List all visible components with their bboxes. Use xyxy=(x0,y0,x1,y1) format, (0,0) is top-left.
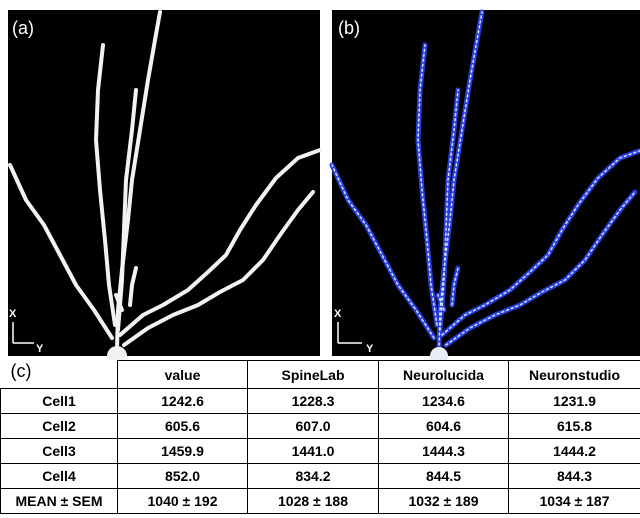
table-cell: 615.8 xyxy=(508,413,640,439)
column-header: SpineLab xyxy=(247,360,379,389)
column-header: Neurolucida xyxy=(378,360,509,389)
neuron-reconstruction xyxy=(332,12,640,360)
axis-glyph xyxy=(12,322,34,344)
panel-label: (b) xyxy=(338,18,360,38)
panels: (a) X Y (b) X Y xyxy=(8,0,640,360)
table-cell: 852.0 xyxy=(117,463,248,489)
panel-a xyxy=(8,10,320,356)
axis-glyph xyxy=(337,322,362,344)
axis-x-label: X xyxy=(9,308,17,320)
row-header: MEAN ± SEM xyxy=(0,488,118,514)
table-row: Cell1 1242.6 1228.3 1234.6 1231.9 xyxy=(0,388,640,414)
table-cell: 1234.6 xyxy=(378,388,509,414)
table-cell: 844.3 xyxy=(508,463,640,489)
table-cell: 1242.6 xyxy=(117,388,248,414)
panel-b xyxy=(332,10,640,356)
neuron-trace xyxy=(8,10,322,360)
table-cell: 605.6 xyxy=(117,413,248,439)
table-cell: 604.6 xyxy=(378,413,509,439)
column-header: Neuronstudio xyxy=(508,360,640,389)
axis-y-label: Y xyxy=(36,343,44,355)
row-header: Cell3 xyxy=(0,438,118,464)
table-cell: 1231.9 xyxy=(508,388,640,414)
table-cell: 844.5 xyxy=(378,463,509,489)
table-cell: 1444.3 xyxy=(378,438,509,464)
table-row: MEAN ± SEM 1040 ± 192 1028 ± 188 1032 ± 189… xyxy=(0,488,640,514)
axis-x-label: X xyxy=(334,308,342,320)
table-cell: 1034 ± 187 xyxy=(508,488,640,514)
table-cell: 1228.3 xyxy=(247,388,379,414)
header-row: (c) value SpineLab Neurolucida Neuronstudio xyxy=(0,360,640,389)
table-cell: 1441.0 xyxy=(247,438,379,464)
axis-y-label: Y xyxy=(366,343,374,355)
column-header: value xyxy=(117,360,248,389)
table-row: Cell2 605.6 607.0 604.6 615.8 xyxy=(0,413,640,439)
table-cell: 1444.2 xyxy=(508,438,640,464)
row-header: Cell1 xyxy=(0,388,118,414)
table-cell: 1028 ± 188 xyxy=(247,488,379,514)
table-cell: 1459.9 xyxy=(117,438,248,464)
table-row: Cell4 852.0 834.2 844.5 844.3 xyxy=(0,463,640,489)
panel-label: (c) xyxy=(0,360,118,389)
table-row: Cell3 1459.9 1441.0 1444.3 1444.2 xyxy=(0,438,640,464)
row-header: Cell4 xyxy=(0,463,118,489)
panel-label: (a) xyxy=(12,18,34,38)
results-table: (c) value SpineLab Neurolucida Neuronstudio C… xyxy=(0,360,640,514)
table-cell: 1032 ± 189 xyxy=(378,488,509,514)
table-cell: 607.0 xyxy=(247,413,379,439)
row-header: Cell2 xyxy=(0,413,118,439)
table-cell: 1040 ± 192 xyxy=(117,488,248,514)
table-cell: 834.2 xyxy=(247,463,379,489)
